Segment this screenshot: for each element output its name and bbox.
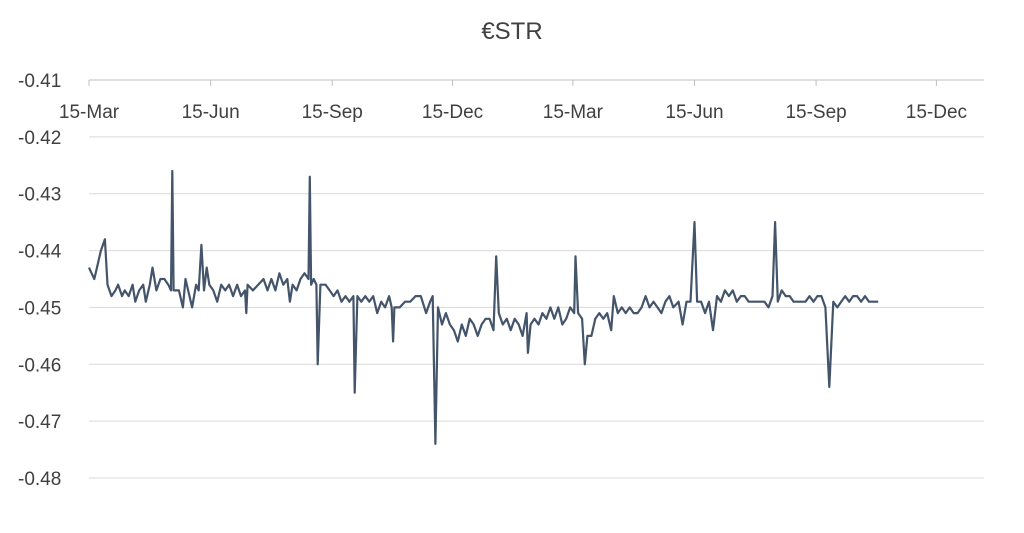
x-tick-label: 15-Mar bbox=[543, 102, 604, 123]
x-tick-label: 15-Dec bbox=[906, 102, 967, 123]
y-tick-label: -0.41 bbox=[18, 71, 61, 92]
x-tick-label: 15-Jun bbox=[182, 102, 240, 123]
x-tick-label: 15-Sep bbox=[785, 102, 846, 123]
series-line bbox=[87, 169, 879, 445]
y-tick-label: -0.44 bbox=[18, 242, 62, 263]
y-tick-label: -0.45 bbox=[18, 298, 61, 319]
chart-title: €STR bbox=[481, 18, 543, 45]
y-tick-label: -0.46 bbox=[18, 355, 61, 376]
x-tick-label: 15-Dec bbox=[422, 102, 483, 123]
y-tick-label: -0.42 bbox=[18, 128, 61, 149]
y-tick-label: -0.47 bbox=[18, 412, 61, 433]
x-tick-label: 15-Jun bbox=[665, 102, 723, 123]
y-tick-label: -0.48 bbox=[18, 469, 61, 490]
x-tick-label: 15-Mar bbox=[59, 102, 120, 123]
x-tick-label: 15-Sep bbox=[302, 102, 363, 123]
y-tick-label: -0.43 bbox=[18, 185, 61, 206]
